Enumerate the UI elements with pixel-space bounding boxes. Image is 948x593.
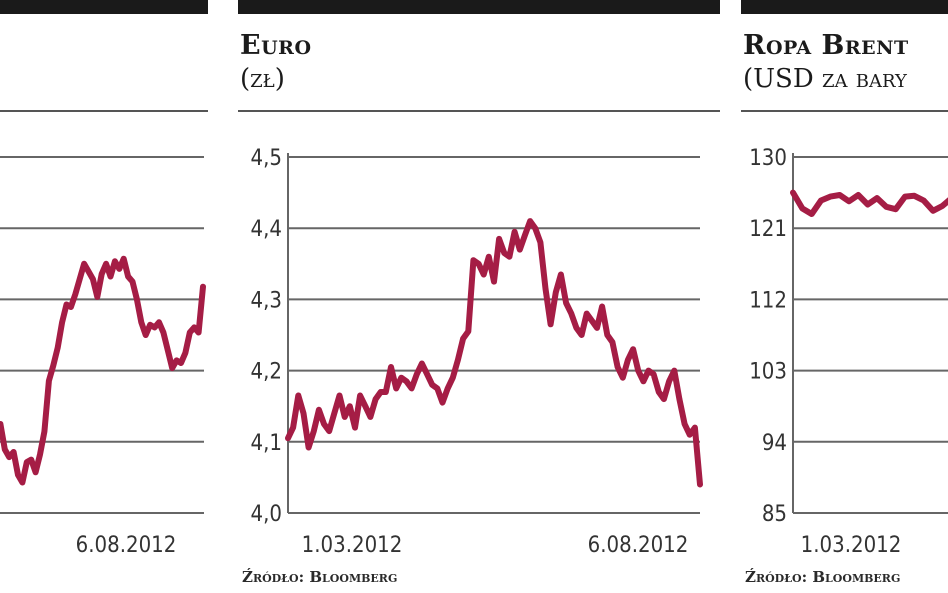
y-tick-label: 85 [762, 502, 787, 527]
y-tick-label: 4,3 [251, 288, 282, 313]
series-line [790, 189, 948, 217]
chart-panel-euro: Euro (zł) 4,0 4,1 4,2 4,3 4,4 4,5 1.03.2012 6.0… [238, 0, 720, 593]
x-tick-label: 1.03.2012 [302, 533, 403, 558]
chart-euro-svg: 4,0 4,1 4,2 4,3 4,4 4,5 1.03.2012 6.08.2012 [251, 146, 703, 558]
panel-top-bar [238, 0, 720, 14]
chart-unit: (USD za bary [743, 64, 907, 94]
y-tick-label: 4,2 [251, 360, 282, 385]
chart-unit: (zł) [240, 64, 285, 94]
chart-title: Ropa Brent [743, 30, 909, 61]
panel-top-bar [741, 0, 948, 14]
y-tick-label: 103 [749, 360, 787, 385]
x-tick-label: 6.08.2012 [76, 533, 177, 558]
y-tick-label: 4,0 [251, 502, 282, 527]
source-label: Źródło: Bloomberg [242, 568, 398, 586]
y-tick-label: 4,1 [251, 431, 282, 456]
y-tick-label: 112 [749, 288, 787, 313]
series-line [285, 218, 703, 488]
chart-panel-left: 6.08.2012 [0, 0, 208, 593]
x-tick-label: 1.03.2012 [801, 533, 902, 558]
x-tick-label: 6.08.2012 [588, 533, 689, 558]
series-line [0, 255, 206, 486]
y-tick-label: 121 [749, 217, 787, 242]
chart-panel-brent: Ropa Brent (USD za bary 85 94 103 112 121 130… [741, 0, 948, 593]
panel-top-bar [0, 0, 208, 14]
header-rule [741, 110, 948, 112]
y-tick-label: 94 [762, 431, 787, 456]
y-tick-label: 4,5 [251, 146, 282, 171]
header-rule [0, 110, 208, 112]
chart-brent-svg: 85 94 103 112 121 130 1.03.2012 [749, 146, 948, 558]
header-rule [238, 110, 720, 112]
y-tick-label: 130 [749, 146, 787, 171]
source-label: Źródło: Bloomberg [745, 568, 901, 586]
chart-left-svg: 6.08.2012 [0, 156, 206, 558]
y-tick-label: 4,4 [251, 217, 282, 242]
chart-title: Euro [240, 30, 312, 61]
